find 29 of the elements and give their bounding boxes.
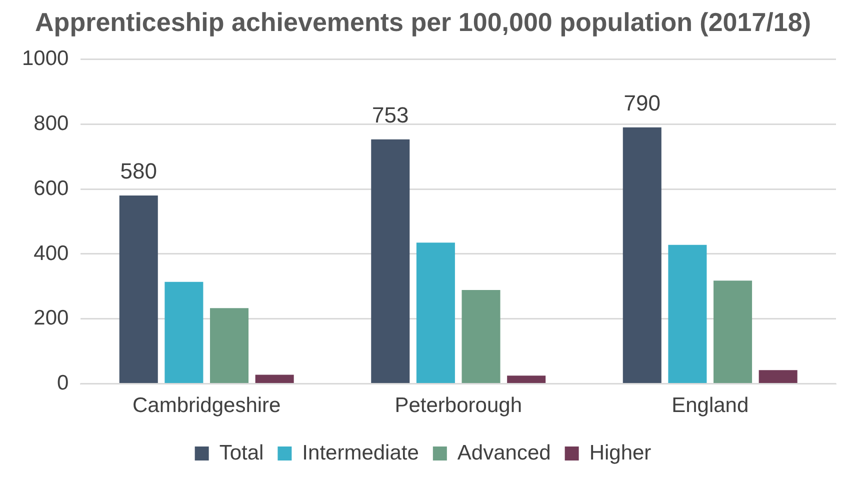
legend-label: Higher: [589, 441, 652, 464]
bar: [119, 196, 158, 384]
y-tick-label: 200: [34, 306, 69, 330]
bar: [164, 282, 204, 384]
data-label: 790: [624, 90, 661, 116]
bar: [507, 376, 546, 384]
x-tick-label: England: [672, 394, 749, 418]
bar: [416, 242, 455, 384]
data-label: 580: [120, 158, 157, 184]
bar: [758, 370, 798, 384]
bar: [255, 374, 294, 384]
bar: [462, 290, 500, 384]
x-tick-label: Cambridgeshire: [132, 394, 281, 418]
bar: [210, 308, 249, 384]
y-tick-label: 600: [34, 176, 69, 200]
y-tick-label: 400: [34, 242, 69, 265]
bar: [622, 127, 662, 384]
y-tick-label: 1000: [22, 46, 69, 70]
y-tick-label: 800: [34, 112, 69, 135]
legend-label: Advanced: [457, 441, 551, 464]
bar: [714, 280, 752, 384]
chart-title: Apprenticeship achievements per 100,000 population (2017/18): [35, 6, 811, 37]
legend-label: Intermediate: [302, 441, 419, 464]
bar: [371, 139, 410, 384]
y-tick-label: 0: [57, 372, 69, 395]
legend-label: Total: [219, 441, 264, 464]
data-label: 753: [372, 102, 409, 128]
bar: [668, 244, 707, 384]
x-tick-label: Peterborough: [394, 394, 522, 418]
